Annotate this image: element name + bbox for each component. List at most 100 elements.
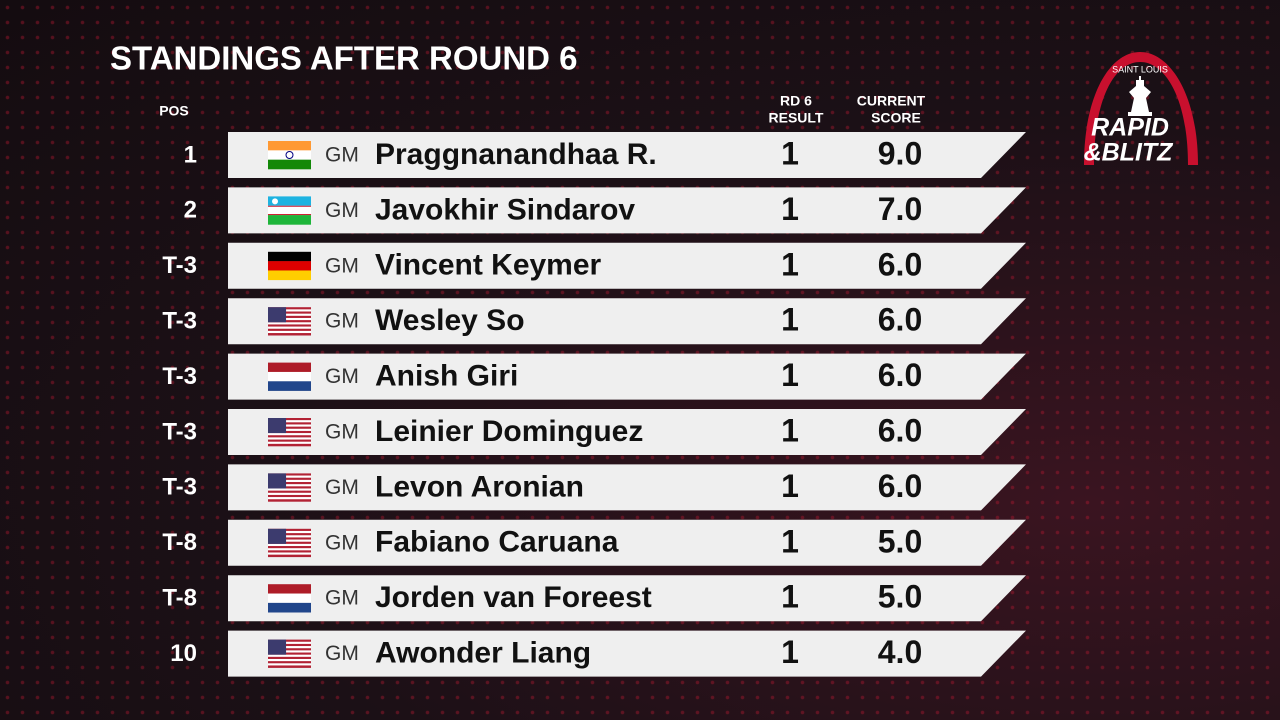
flag [268, 196, 311, 225]
player-title: GM [325, 310, 359, 333]
flag-stripe [268, 205, 311, 207]
standings-row: T-3 GM Leinier Dominguez 1 6.0 [162, 409, 1026, 455]
flag-stripe [268, 646, 311, 649]
flag-stripe [268, 661, 311, 664]
flag-canton [268, 639, 287, 655]
row-bar [228, 575, 1026, 622]
round-result: 1 [781, 191, 799, 227]
flag [268, 584, 311, 613]
flag-stripe [268, 652, 311, 655]
player-title: GM [325, 254, 359, 277]
flag-moon [272, 198, 278, 205]
pos-header: POS [159, 103, 189, 119]
flag-stripe [268, 418, 311, 421]
flag-stripe [268, 328, 311, 332]
flag-stripe [268, 492, 311, 496]
logo: SAINT LOUIS RAPID &BLITZ [1084, 52, 1198, 167]
current-score: 6.0 [878, 412, 922, 448]
flag-stripe [268, 593, 311, 604]
flag [268, 307, 311, 336]
flag-stripe [268, 486, 311, 489]
round-result: 1 [781, 246, 799, 282]
current-score: 6.0 [878, 302, 922, 338]
flag-stripe [268, 426, 311, 430]
flag-stripe [268, 546, 311, 549]
position: T-3 [162, 418, 197, 445]
flag-stripe [268, 371, 311, 382]
flag-stripe [268, 320, 311, 323]
position: T-3 [162, 474, 197, 501]
row-bar [228, 353, 1026, 400]
flag-stripe [268, 641, 311, 645]
flag-stripe [268, 484, 311, 487]
player-name: Vincent Keymer [375, 249, 602, 282]
round-result: 1 [781, 523, 799, 559]
flag-stripe [268, 150, 311, 160]
flag-canton [268, 473, 287, 489]
flag-stripe [268, 322, 311, 325]
player-title: GM [325, 365, 359, 388]
flag-stripe [268, 639, 311, 643]
current-score: 6.0 [878, 246, 922, 282]
title: STANDINGS AFTER ROUND 6 [110, 40, 578, 77]
flag-stripe [268, 650, 311, 653]
flag-stripe [268, 439, 311, 442]
flag-stripe [268, 330, 311, 334]
player-title: GM [325, 199, 359, 222]
standings-row: T-3 GM Anish Giri 1 6.0 [162, 353, 1026, 400]
round-result: 1 [781, 135, 799, 171]
player-name: Leinier Dominguez [375, 415, 643, 448]
flag-canton [268, 418, 287, 434]
flag [268, 141, 311, 170]
player-name: Wesley So [375, 304, 525, 337]
flag-stripe [268, 270, 311, 281]
flag [268, 639, 311, 668]
player-name: Fabiano Caruana [375, 526, 619, 559]
result-header: RD 6 [780, 93, 812, 109]
flag-stripe [268, 656, 311, 660]
standings-row: T-3 GM Levon Aronian 1 6.0 [162, 464, 1026, 511]
position: T-3 [162, 252, 197, 279]
standings-row: T-8 GM Jorden van Foreest 1 5.0 [162, 575, 1026, 622]
flag-stripe [268, 554, 311, 558]
row-bar [228, 298, 1026, 345]
player-title: GM [325, 476, 359, 499]
flag-stripe [268, 433, 311, 436]
score-header: CURRENT [857, 93, 926, 109]
flag-stripe [268, 497, 311, 500]
round-result: 1 [781, 302, 799, 338]
logo-top: SAINT LOUIS [1112, 64, 1168, 74]
round-result: 1 [781, 468, 799, 504]
player-title: GM [325, 144, 359, 167]
row-bar [228, 187, 1026, 234]
flag-stripe [268, 420, 311, 423]
current-score: 4.0 [878, 634, 922, 670]
position: T-3 [162, 308, 197, 335]
round-result: 1 [781, 634, 799, 670]
flag-stripe [268, 437, 311, 440]
flag-stripe [268, 477, 311, 481]
player-title: GM [325, 421, 359, 444]
standings-row: 10 GM Awonder Liang 1 4.0 [170, 630, 1026, 677]
flag-stripe [268, 159, 311, 170]
flag-stripe [268, 539, 311, 543]
flag-stripe [268, 488, 311, 491]
current-score: 7.0 [878, 191, 922, 227]
flag-stripe [268, 381, 311, 391]
row-bar [228, 519, 1026, 566]
flag-stripe [268, 663, 311, 666]
flag-stripe [268, 313, 311, 317]
flag [268, 418, 311, 447]
flag-stripe [268, 533, 311, 536]
round-result: 1 [781, 357, 799, 393]
flag-stripe [268, 475, 311, 479]
flag-stripe [268, 315, 311, 319]
standings-row: T-3 GM Vincent Keymer 1 6.0 [162, 242, 1026, 289]
flag-stripe [268, 537, 311, 540]
round-result: 1 [781, 412, 799, 448]
flag-stripe [268, 479, 311, 483]
position: 2 [184, 197, 197, 224]
flag-stripe [268, 435, 311, 438]
flag-stripe [268, 530, 311, 534]
flag-stripe [268, 665, 311, 668]
